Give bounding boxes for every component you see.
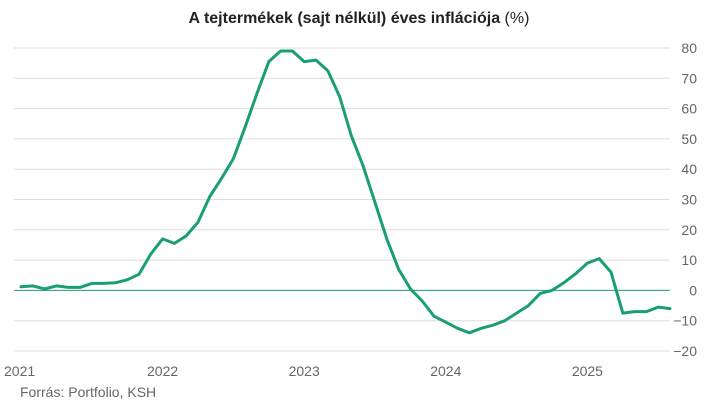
- x-tick-label: 2024: [430, 363, 461, 379]
- y-tick-label: −20: [673, 343, 697, 359]
- y-axis-labels: 80 70 60 50 40 30 20 10 0 −10 −20: [673, 40, 697, 359]
- x-axis-labels: 2021 2022 2023 2024 2025: [4, 363, 603, 379]
- y-tick-label: 30: [681, 192, 697, 208]
- grid-lines: [14, 47, 670, 352]
- y-tick-label: 60: [681, 101, 697, 117]
- x-tick-label: 2025: [572, 363, 603, 379]
- chart-title: A tejtermékek (sajt nélkül) éves infláci…: [0, 10, 718, 28]
- y-tick-label: 0: [689, 282, 697, 298]
- y-tick-label: 80: [681, 40, 697, 56]
- y-tick-label: −10: [673, 313, 697, 329]
- y-tick-label: 70: [681, 70, 697, 86]
- source-note: Forrás: Portfolio, KSH: [20, 384, 157, 400]
- x-tick-label: 2022: [147, 363, 178, 379]
- y-tick-label: 40: [681, 161, 697, 177]
- x-tick-label: 2021: [4, 363, 35, 379]
- y-tick-label: 50: [681, 131, 697, 147]
- series-line-inflation: [19, 49, 672, 335]
- chart-title-main: A tejtermékek (sajt nélkül) éves infláci…: [188, 10, 501, 27]
- x-tick-label: 2023: [289, 363, 320, 379]
- y-tick-label: 20: [681, 222, 697, 238]
- chart-title-unit: (%): [504, 10, 530, 27]
- y-tick-label: 10: [681, 252, 697, 268]
